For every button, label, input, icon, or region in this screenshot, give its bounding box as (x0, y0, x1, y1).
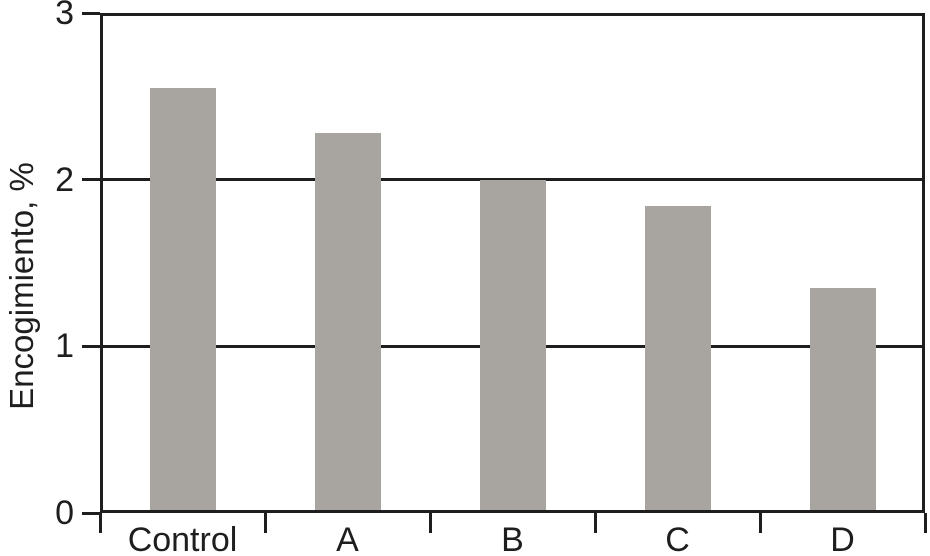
x-tick-mark (923, 513, 927, 533)
x-tick-mark (98, 513, 102, 533)
bar-d (809, 288, 876, 513)
y-tick-label: 3 (55, 0, 74, 32)
y-axis-title: Encogimiento, % (3, 162, 40, 410)
x-category-label: Control (127, 521, 238, 556)
bar-a (314, 133, 381, 513)
bar-b (479, 179, 546, 513)
x-tick-mark (593, 513, 597, 533)
y-tick-label: 1 (55, 327, 74, 366)
y-tick-label: 2 (55, 160, 74, 199)
x-tick-mark (758, 513, 762, 533)
y-tick-mark (82, 511, 100, 515)
x-category-label: B (501, 521, 524, 556)
x-tick-mark (428, 513, 432, 533)
x-category-label: C (665, 521, 690, 556)
x-tick-mark (263, 513, 267, 533)
y-tick-mark (82, 344, 100, 348)
bar-c (644, 206, 711, 513)
y-tick-mark (82, 178, 100, 182)
bar-control (149, 88, 216, 513)
y-tick-label: 0 (55, 494, 74, 532)
y-tick-mark (82, 11, 100, 15)
x-category-label: A (336, 521, 359, 556)
x-category-label: D (830, 521, 855, 556)
